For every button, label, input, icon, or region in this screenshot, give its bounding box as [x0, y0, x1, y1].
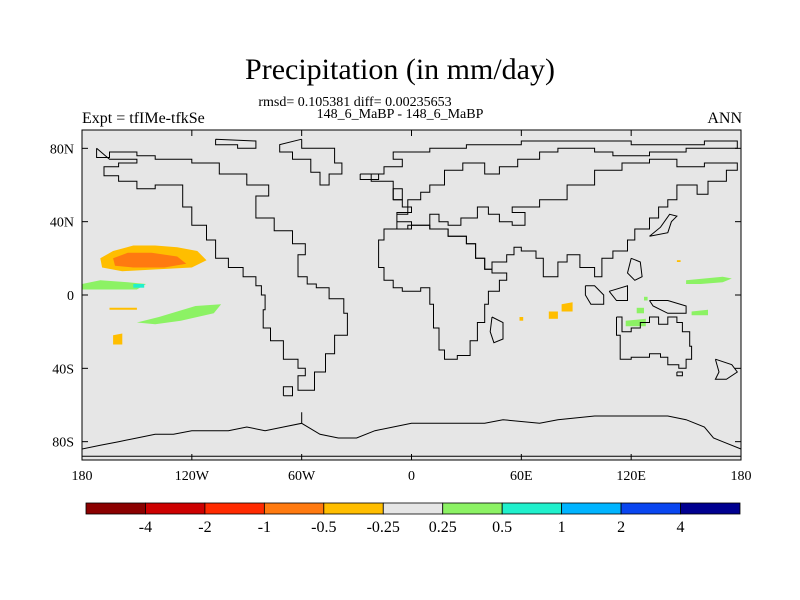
colorbar-label: 0.5 — [492, 519, 512, 536]
colorbar-label: -4 — [139, 519, 152, 536]
anomaly-west-pacific-green-small — [636, 307, 644, 314]
colorbar-label: -0.5 — [311, 519, 336, 536]
coastline-10 — [714, 358, 739, 380]
y-tick-label: 40S — [52, 362, 74, 377]
coastline-11 — [584, 285, 605, 305]
colorbar: -4 -2 -1 -0.5 -0.25 0.25 0.5 1 2 4 — [85, 502, 741, 536]
anomaly-tiny-orange-south-pacific — [113, 333, 123, 345]
colorbar-label: -2 — [198, 519, 211, 536]
anomaly-west-pacific-green-southeast — [691, 309, 708, 316]
coastline-15 — [649, 213, 678, 237]
colorbar-label: 0.25 — [429, 519, 457, 536]
x-tick-label: 0 — [408, 469, 415, 484]
coastline-7 — [282, 386, 293, 397]
colorbar-swatch — [680, 502, 741, 515]
coastline-8 — [616, 316, 693, 369]
coastline-6 — [359, 173, 380, 180]
coastline-12 — [608, 285, 628, 301]
colorbar-swatch — [204, 502, 265, 515]
anomaly-south-pacific-green — [136, 304, 222, 325]
anomaly-indian-ocean-orange-3 — [519, 317, 524, 321]
anomaly-tiny-line-west — [109, 307, 137, 310]
anomaly-pacific-eq-cyan — [133, 284, 145, 288]
x-tick-label: 180 — [72, 469, 93, 484]
x-tick-label: 120W — [175, 469, 210, 484]
colorbar-label: 1 — [558, 519, 566, 536]
coastline-9 — [676, 371, 683, 377]
colorbar-label: -1 — [258, 519, 271, 536]
anomaly-pacific-eq-green — [82, 280, 147, 290]
colorbar-swatch — [145, 502, 206, 515]
chart-title: Precipitation (in mm/day) — [245, 53, 555, 86]
stats-line: rmsd= 0.105381 diff= 0.00235653 — [258, 95, 452, 110]
x-tick-label: 180 — [731, 469, 752, 484]
colorbar-label: -0.25 — [367, 519, 400, 536]
anomaly-north-pacific-core — [113, 252, 187, 268]
x-tick-label: 120E — [616, 469, 646, 484]
coastline-2 — [279, 138, 343, 186]
colorbar-swatch — [561, 502, 622, 515]
season-label: ANN — [707, 110, 742, 127]
colorbar-label: 2 — [617, 519, 625, 536]
y-tick-label: 40N — [50, 216, 74, 231]
colorbar-swatch — [263, 502, 325, 515]
anomaly-west-pacific-green-north — [686, 276, 732, 284]
y-tick-label: 80N — [50, 142, 74, 157]
coastline-3 — [370, 140, 738, 278]
x-tick-label: 60W — [288, 469, 316, 484]
anomaly-indian-ocean-orange-2 — [548, 311, 558, 319]
y-tick-label: 80S — [52, 436, 74, 451]
colorbar-swatch — [501, 502, 563, 515]
colorbar-swatch — [382, 502, 444, 515]
colorbar-swatch — [85, 502, 146, 515]
coastline-17 — [81, 412, 742, 457]
colorbar-swatch — [323, 502, 384, 515]
y-tick-label: 0 — [67, 289, 74, 304]
experiment-label: Expt = tfIMe-tfkSe — [82, 110, 205, 127]
coastline-1 — [215, 138, 257, 149]
anomaly-tiny-orange-east — [676, 260, 681, 262]
colorbar-label: 4 — [677, 519, 685, 536]
anomaly-indian-ocean-orange-1 — [561, 302, 573, 312]
colorbar-swatch — [620, 502, 681, 515]
coastline-0 — [96, 147, 348, 391]
coastline-5 — [392, 188, 403, 201]
case-line: 148_6_MaBP - 148_6_MaBP — [316, 107, 484, 122]
coastline-4 — [378, 224, 508, 360]
anomaly-layer — [82, 245, 732, 345]
x-tick-label: 60E — [510, 469, 533, 484]
anomaly-tiny-green-east — [644, 296, 648, 301]
coastline-16 — [489, 316, 504, 344]
map-background — [82, 130, 741, 460]
axis-ticks: 180 120W 60W 0 60E 120E 180 80N 40N 0 40S 80S — [50, 130, 752, 484]
coastline-13 — [649, 300, 687, 314]
coastline-layer — [81, 138, 742, 457]
coastline-14 — [626, 257, 643, 281]
colorbar-swatch — [442, 502, 503, 515]
